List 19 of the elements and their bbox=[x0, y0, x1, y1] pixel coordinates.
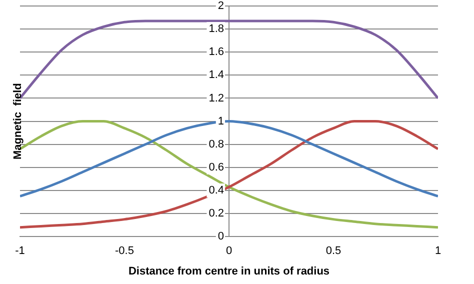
y-tick-label: 1.8 bbox=[208, 23, 224, 36]
y-tick-label: 2 bbox=[218, 0, 224, 12]
y-tick-label: 0 bbox=[218, 230, 224, 243]
y-tick-label: 0.8 bbox=[208, 138, 224, 150]
y-tick-label: 0.2 bbox=[208, 208, 224, 220]
y-tick-label: 1 bbox=[218, 115, 224, 128]
y-tick-label: 1.6 bbox=[208, 46, 224, 58]
x-tick-label: -1 bbox=[15, 245, 25, 258]
x-tick-label: 0.5 bbox=[326, 245, 342, 258]
line-series bbox=[20, 20, 438, 100]
x-tick-label: 1 bbox=[434, 245, 442, 258]
x-tick-label: -0.5 bbox=[115, 245, 134, 258]
y-tick-label: 1.2 bbox=[208, 92, 224, 104]
y-axis-title: Magnetic field bbox=[12, 83, 24, 160]
x-tick-label: 0 bbox=[226, 245, 232, 258]
y-tick-label: 1.4 bbox=[208, 69, 224, 82]
y-tick-label: 0.6 bbox=[208, 161, 224, 174]
x-axis-title: Distance from centre in units of radius bbox=[128, 265, 330, 278]
y-tick-label: 0.4 bbox=[208, 184, 224, 197]
